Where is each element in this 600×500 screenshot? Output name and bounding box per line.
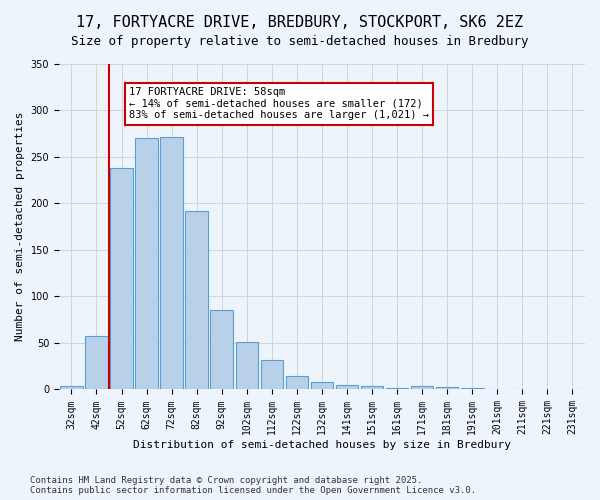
Bar xyxy=(311,382,333,390)
Bar xyxy=(561,388,584,390)
Bar xyxy=(411,386,433,390)
Y-axis label: Number of semi-detached properties: Number of semi-detached properties xyxy=(15,112,25,342)
Bar xyxy=(386,388,409,390)
Text: 17, FORTYACRE DRIVE, BREDBURY, STOCKPORT, SK6 2EZ: 17, FORTYACRE DRIVE, BREDBURY, STOCKPORT… xyxy=(76,15,524,30)
Bar xyxy=(211,310,233,390)
Bar xyxy=(461,388,484,390)
Bar xyxy=(260,360,283,390)
Text: 17 FORTYACRE DRIVE: 58sqm
← 14% of semi-detached houses are smaller (172)
83% of: 17 FORTYACRE DRIVE: 58sqm ← 14% of semi-… xyxy=(129,87,429,120)
Bar xyxy=(286,376,308,390)
Bar xyxy=(85,336,108,390)
Bar xyxy=(185,211,208,390)
Bar xyxy=(236,342,258,390)
Bar xyxy=(110,168,133,390)
X-axis label: Distribution of semi-detached houses by size in Bredbury: Distribution of semi-detached houses by … xyxy=(133,440,511,450)
Bar xyxy=(361,386,383,390)
Bar xyxy=(136,138,158,390)
Bar xyxy=(160,136,183,390)
Bar xyxy=(336,385,358,390)
Text: Size of property relative to semi-detached houses in Bredbury: Size of property relative to semi-detach… xyxy=(71,35,529,48)
Bar xyxy=(60,386,83,390)
Text: Contains HM Land Registry data © Crown copyright and database right 2025.
Contai: Contains HM Land Registry data © Crown c… xyxy=(30,476,476,495)
Bar xyxy=(436,386,458,390)
